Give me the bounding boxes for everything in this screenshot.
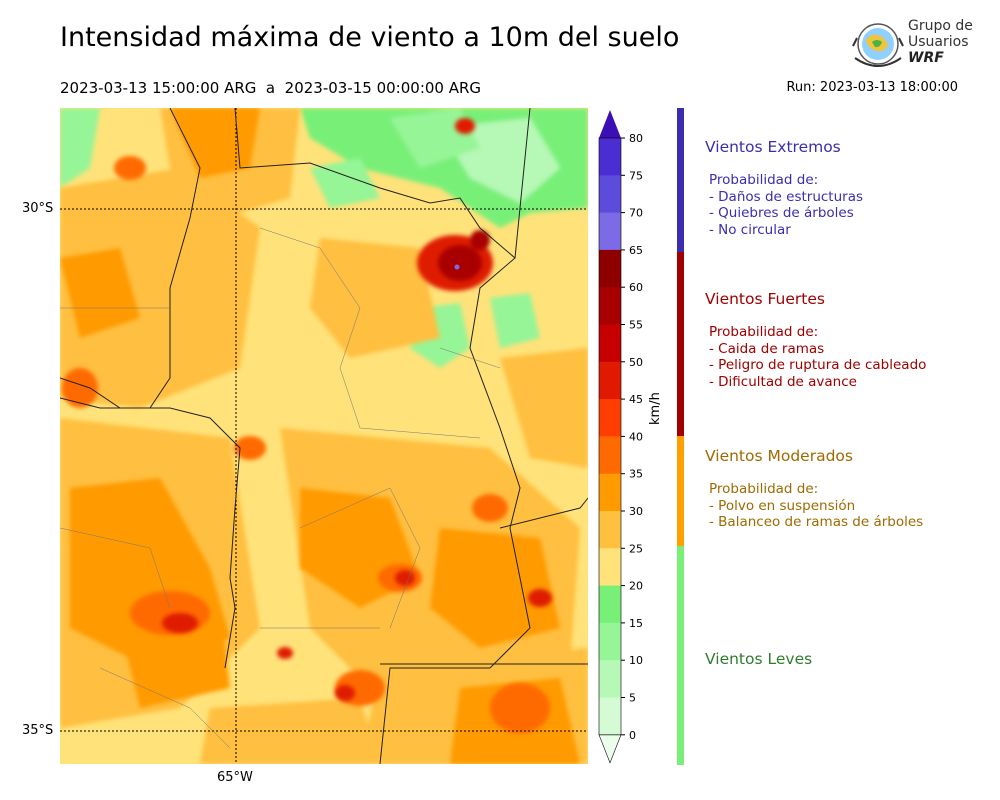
wind-field [59,107,589,765]
category-1: Vientos Fuertes Probabilidad de: - Caida … [705,290,926,390]
run-time: Run: 2023-03-13 18:00:00 [786,80,958,95]
colorbar-tick-label: 35 [629,468,643,481]
colorbar-swatch [599,138,621,176]
colorbar-swatch [599,548,621,587]
colorbar-tick-label: 0 [629,729,636,742]
colorbar-unit: km/h [648,392,663,425]
colorbar-tick-label: 80 [629,132,643,145]
lon-label-65: 65°W [217,770,253,785]
colorbar-swatch [599,585,621,624]
colorbar-swatch [599,511,621,549]
colorbar-swatch [599,249,621,288]
colorbar-tick-label: 55 [629,319,643,332]
colorbar-swatch [599,324,621,363]
wind-map: 30°S 35°S 65°W [22,107,589,785]
category-details: Probabilidad de: - Polvo en suspensión -… [709,481,924,530]
colorbar-tick-label: 15 [629,617,643,630]
colorbar-swatch [599,212,621,251]
logo-line-3: WRF [908,50,944,66]
logo-line-1: Grupo de [908,18,973,34]
category-title: Vientos Leves [705,650,813,668]
category-details: Probabilidad de: - Caida de ramas - Peli… [709,324,927,390]
colorbar-tick-label: 25 [629,542,643,555]
colorbar-swatch [599,473,621,512]
category-title: Vientos Fuertes [705,290,825,308]
category-details: Probabilidad de: - Daños de estructuras … [709,172,864,238]
colorbar-swatch [599,399,621,437]
colorbar: 80 75 70 65 60 55 50 45 40 35 30 25 20 15 10 5 0 [597,108,677,768]
category-2: Vientos Moderados Probabilidad de: - Polv… [705,447,923,531]
colorbar-swatch [599,361,621,400]
colorbar-swatch [599,287,621,325]
lat-label-35: 35°S [22,723,54,738]
colorbar-tick-label: 60 [629,281,643,294]
colorbar-tick-label: 65 [629,244,643,257]
lat-label-30: 30°S [22,201,54,216]
colorbar-tick-label: 70 [629,207,643,220]
colorbar-tick-label: 50 [629,356,643,369]
colorbar-tick-label: 30 [629,505,643,518]
category-bar [677,108,684,252]
colorbar-swatch [599,697,621,736]
colorbar-tick-label: 20 [629,580,643,593]
colorbar-tick-label: 45 [629,393,643,406]
colorbar-swatch [599,622,621,661]
colorbar-extend-top [599,110,621,138]
category-title: Vientos Extremos [705,138,841,156]
globe-icon [852,23,904,67]
colorbar-tick-label: 5 [629,692,636,705]
category-3: Vientos Leves [705,650,812,668]
category-bar [677,252,684,436]
category-title: Vientos Moderados [705,447,853,465]
colorbar-tick-label: 75 [629,169,643,182]
colorbar-swatch [599,436,621,475]
valid-period: 2023-03-13 15:00:00 ARG a 2023-03-15 00:… [60,79,482,97]
logo-line-2: Usuarios [908,34,969,50]
colorbar-tick-label: 10 [629,654,643,667]
colorbar-swatch [599,660,621,698]
colorbar-tick-label: 40 [629,430,643,443]
grupo-usuarios-wrf-logo: Grupo de Usuarios WRF [850,18,975,73]
category-0: Vientos Extremos Probabilidad de: - Daños… [705,138,863,238]
category-bar [677,546,684,765]
map-title: Intensidad máxima de viento a 10m del su… [60,22,680,53]
colorbar-swatch [599,175,621,214]
category-bar [677,436,684,546]
colorbar-extend-bottom [598,734,622,764]
